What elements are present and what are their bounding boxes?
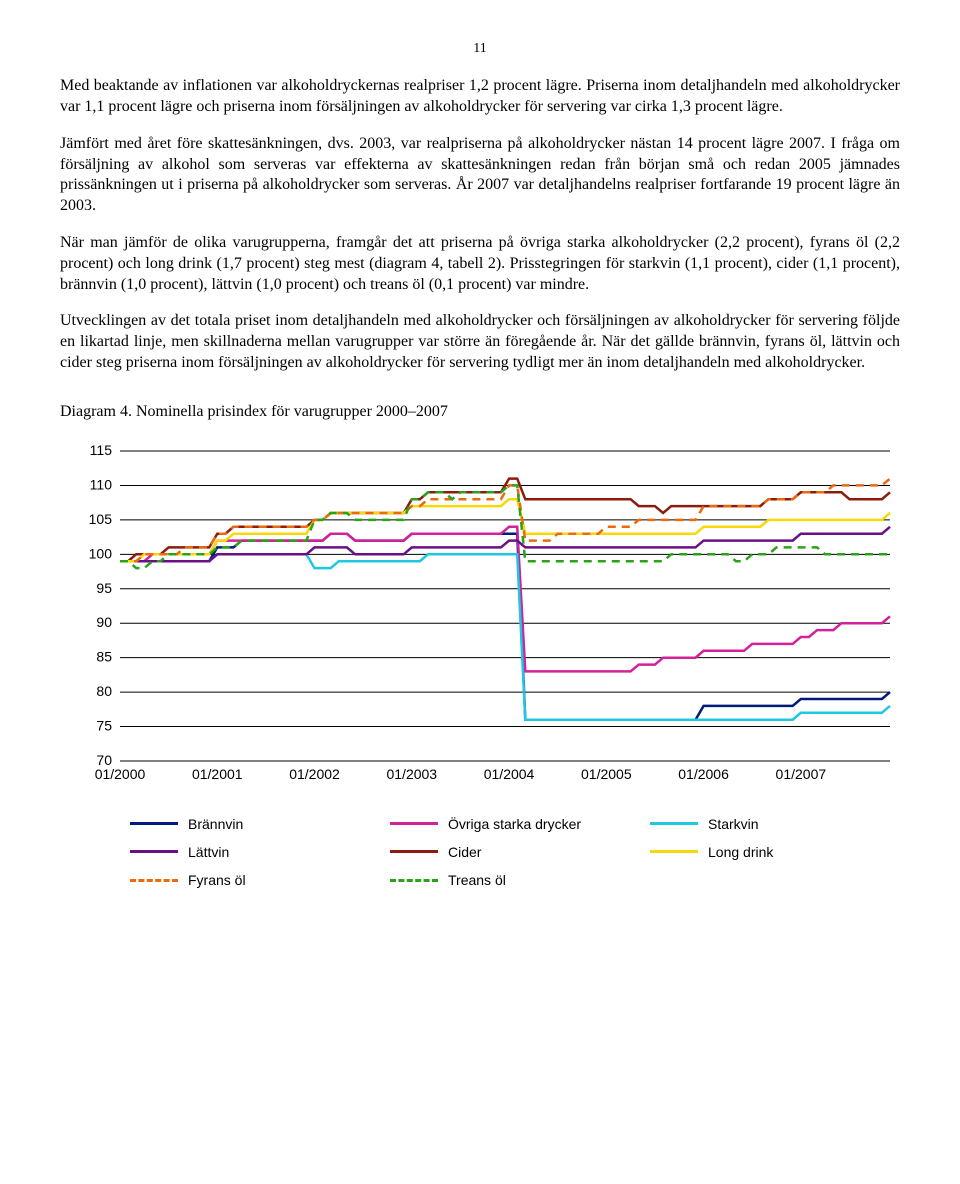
chart-title: Diagram 4. Nominella prisindex för varug… xyxy=(60,402,900,423)
series-lättvin xyxy=(120,526,890,560)
legend-swatch xyxy=(130,879,178,882)
legend-label: Cider xyxy=(448,843,481,861)
legend-label: Lättvin xyxy=(188,843,229,861)
chart-svg: 70758085909510010511011501/200001/200101… xyxy=(60,441,900,791)
legend-label: Treans öl xyxy=(448,871,506,889)
svg-text:95: 95 xyxy=(96,579,112,595)
legend-item-övriga-starka-drycker: Övriga starka drycker xyxy=(390,815,650,833)
svg-text:01/2000: 01/2000 xyxy=(95,766,146,782)
svg-text:01/2006: 01/2006 xyxy=(678,766,729,782)
svg-text:90: 90 xyxy=(96,614,112,630)
svg-text:01/2002: 01/2002 xyxy=(289,766,340,782)
svg-text:105: 105 xyxy=(89,510,113,526)
price-index-chart: 70758085909510010511011501/200001/200101… xyxy=(60,441,900,890)
svg-text:80: 80 xyxy=(96,683,112,699)
legend-swatch xyxy=(390,850,438,853)
legend-label: Övriga starka drycker xyxy=(448,815,581,833)
legend-item-starkvin: Starkvin xyxy=(650,815,910,833)
svg-text:01/2001: 01/2001 xyxy=(192,766,243,782)
paragraph-1: Med beaktande av inflationen var alkohol… xyxy=(60,76,900,118)
legend-swatch xyxy=(390,822,438,825)
legend-item-treans-öl: Treans öl xyxy=(390,871,650,889)
series-starkvin xyxy=(120,554,890,719)
svg-text:100: 100 xyxy=(89,545,113,561)
legend-item-brännvin: Brännvin xyxy=(130,815,390,833)
svg-text:01/2005: 01/2005 xyxy=(581,766,632,782)
svg-text:115: 115 xyxy=(90,442,113,458)
legend-item-lättvin: Lättvin xyxy=(130,843,390,861)
svg-text:01/2007: 01/2007 xyxy=(776,766,827,782)
legend-item-long-drink: Long drink xyxy=(650,843,910,861)
legend-swatch xyxy=(650,822,698,825)
paragraph-3: När man jämför de olika varugrupperna, f… xyxy=(60,233,900,295)
svg-text:01/2003: 01/2003 xyxy=(386,766,437,782)
svg-text:01/2004: 01/2004 xyxy=(484,766,535,782)
legend-label: Long drink xyxy=(708,843,773,861)
legend-swatch xyxy=(650,850,698,853)
svg-text:85: 85 xyxy=(96,648,112,664)
paragraph-4: Utvecklingen av det totala priset inom d… xyxy=(60,311,900,373)
page-number: 11 xyxy=(60,40,900,58)
svg-text:110: 110 xyxy=(90,476,113,492)
chart-legend: Brännvin Övriga starka drycker Starkvin Lät… xyxy=(60,815,900,890)
paragraph-2: Jämfört med året före skattesänkningen, … xyxy=(60,134,900,217)
legend-label: Fyrans öl xyxy=(188,871,246,889)
legend-swatch xyxy=(130,822,178,825)
svg-text:75: 75 xyxy=(96,717,112,733)
legend-item-cider: Cider xyxy=(390,843,650,861)
legend-label: Starkvin xyxy=(708,815,759,833)
legend-swatch xyxy=(390,879,438,882)
legend-item-fyrans-öl: Fyrans öl xyxy=(130,871,390,889)
legend-label: Brännvin xyxy=(188,815,243,833)
legend-swatch xyxy=(130,850,178,853)
